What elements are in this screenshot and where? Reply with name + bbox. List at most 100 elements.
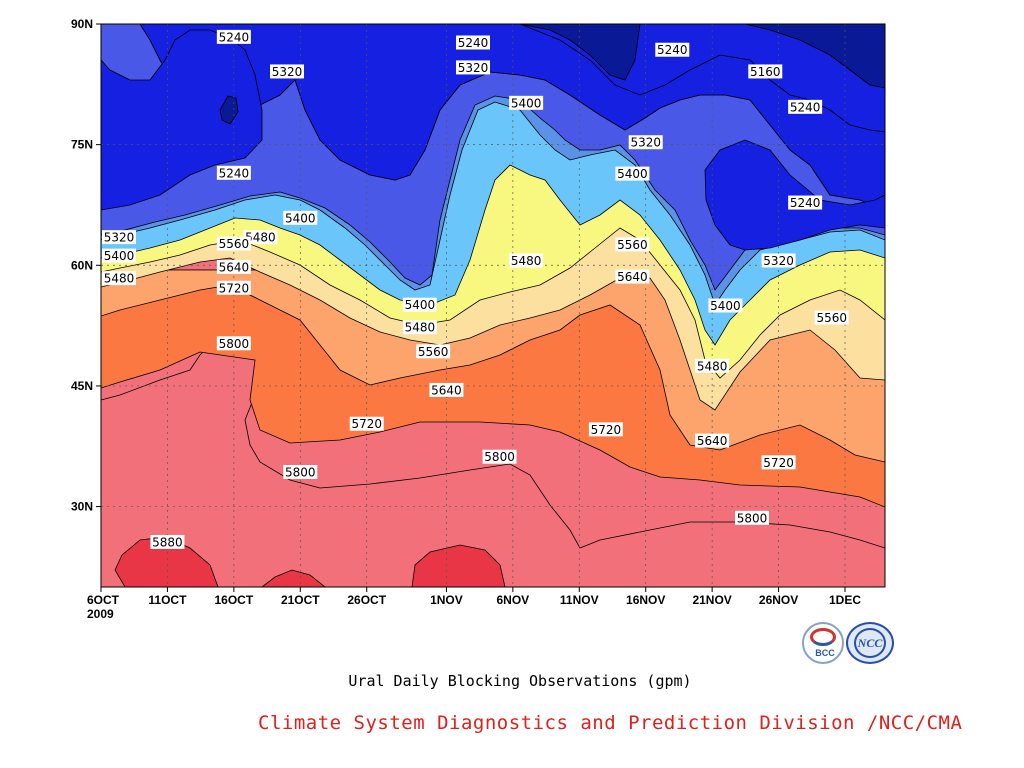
x-tick-label: 6NOV xyxy=(497,593,530,607)
x-tick-label: 26NOV xyxy=(759,593,798,607)
contour-label: 5800 xyxy=(482,449,517,464)
contour-field xyxy=(101,24,885,587)
ncc-logo: NCC xyxy=(846,622,894,664)
contour-label: 5480 xyxy=(402,320,437,335)
x-tick-label: 21NOV xyxy=(692,593,731,607)
x-axis: 6OCT 11OCT 16OCT 21OCT 26OCT 1NOV 6NOV 11NOV 16N… xyxy=(87,587,861,621)
contour-label: 5720 xyxy=(761,455,796,470)
svg-text:5480: 5480 xyxy=(511,254,542,268)
x-tick-label: 21OCT xyxy=(281,593,320,607)
contour-label: 5320 xyxy=(761,253,796,268)
svg-text:5560: 5560 xyxy=(418,345,449,359)
x-tick-label: 16NOV xyxy=(626,593,665,607)
svg-text:5800: 5800 xyxy=(484,450,515,464)
y-tick-label: 90N xyxy=(71,17,93,31)
svg-text:5720: 5720 xyxy=(591,423,622,437)
x-tick-label: 16OCT xyxy=(215,593,254,607)
svg-text:5400: 5400 xyxy=(710,299,741,313)
contour-label: 5320 xyxy=(628,135,663,150)
svg-text:5800: 5800 xyxy=(285,465,316,479)
y-axis: 30N 45N 60N 75N 90N xyxy=(71,17,101,514)
band-5160-5240-lobe xyxy=(101,29,263,211)
x-tick-label: 11OCT xyxy=(148,593,187,607)
svg-text:5240: 5240 xyxy=(657,43,688,57)
contour-chart: 30N 45N 60N 75N 90N 6OCT 11OCT 16OCT 21OCT 26OCT… xyxy=(71,17,886,621)
band-5880-spot-a xyxy=(114,536,219,587)
contour-label: 5800 xyxy=(735,510,769,525)
svg-text:5320: 5320 xyxy=(104,231,135,245)
bcc-logo-text: BCC xyxy=(815,648,835,658)
contour-label: 5800 xyxy=(283,464,318,479)
contour-label: 5640 xyxy=(615,269,650,284)
contour-label: 5400 xyxy=(102,248,136,263)
contour-label: 5560 xyxy=(216,236,251,251)
x-tick-label: 26OCT xyxy=(347,593,386,607)
contour-label: 5240 xyxy=(456,35,490,50)
y-tick-label: 30N xyxy=(71,500,93,514)
svg-text:5560: 5560 xyxy=(617,238,648,252)
contour-label: 5640 xyxy=(695,433,730,448)
svg-text:5240: 5240 xyxy=(219,30,250,44)
contour-label: 5400 xyxy=(615,166,650,181)
contour-label: 5720 xyxy=(216,280,251,295)
contour-label: 5800 xyxy=(216,336,251,351)
svg-text:5640: 5640 xyxy=(431,383,462,397)
contour-label: 5240 xyxy=(788,195,823,210)
svg-text:5720: 5720 xyxy=(219,281,250,295)
contour-labels: 5240 5240 5240 5320 5320 5160 5240 5400 5320 5240… xyxy=(102,29,849,549)
contour-label: 5160 xyxy=(748,64,783,79)
contour-label: 5560 xyxy=(814,310,849,325)
svg-text:5720: 5720 xyxy=(763,456,794,470)
svg-text:5560: 5560 xyxy=(219,237,250,251)
svg-text:5240: 5240 xyxy=(790,100,821,114)
svg-text:5400: 5400 xyxy=(511,96,542,110)
svg-text:5480: 5480 xyxy=(697,359,728,373)
contour-label: 5720 xyxy=(349,416,384,431)
svg-text:5640: 5640 xyxy=(617,270,648,284)
contour-label: 5640 xyxy=(216,259,251,274)
contour-label: 5400 xyxy=(402,297,437,312)
svg-text:5560: 5560 xyxy=(816,311,847,325)
contour-label: 5240 xyxy=(216,29,251,44)
ncc-logo-text: NCC xyxy=(857,636,883,650)
x-tick-label: 1DEC xyxy=(829,593,861,607)
band-5160-5240-pocket xyxy=(704,139,885,251)
svg-text:5640: 5640 xyxy=(219,260,250,274)
svg-text:5400: 5400 xyxy=(104,249,135,263)
svg-text:5640: 5640 xyxy=(697,434,728,448)
contour-label: 5240 xyxy=(788,99,823,114)
svg-text:5880: 5880 xyxy=(152,535,183,549)
credit-footer: Climate System Diagnostics and Predictio… xyxy=(258,712,963,734)
band-5880-spot-c xyxy=(411,544,506,587)
svg-text:5160: 5160 xyxy=(750,65,781,79)
contour-label: 5880 xyxy=(150,534,185,549)
svg-text:5240: 5240 xyxy=(219,166,250,180)
svg-text:5480: 5480 xyxy=(245,231,276,245)
contour-label: 5400 xyxy=(509,95,544,110)
bcc-emblem-icon xyxy=(810,628,836,646)
svg-text:5320: 5320 xyxy=(458,61,489,75)
contour-label: 5480 xyxy=(695,358,730,373)
x-tick-label: 6OCT xyxy=(87,593,120,607)
plot-frame xyxy=(100,23,886,588)
band-5880-spot-b xyxy=(261,569,326,587)
bcc-logo: BCC xyxy=(802,622,844,664)
contour-label: 5480 xyxy=(243,230,278,245)
svg-text:5320: 5320 xyxy=(272,65,303,79)
band-below-5160-north xyxy=(519,24,885,89)
svg-text:5480: 5480 xyxy=(104,272,135,286)
contour-label: 5720 xyxy=(588,422,623,437)
contour-label: 5400 xyxy=(708,298,743,313)
svg-text:5400: 5400 xyxy=(405,298,436,312)
contour-label: 5320 xyxy=(102,230,136,245)
chart-caption: Ural Daily Blocking Observations (gpm) xyxy=(348,672,692,690)
svg-text:5720: 5720 xyxy=(351,417,382,431)
contour-label: 5560 xyxy=(615,237,650,252)
contour-label: 5320 xyxy=(270,64,304,79)
svg-text:5320: 5320 xyxy=(763,254,794,268)
x-tick-label: 1NOV xyxy=(430,593,463,607)
x-year-label: 2009 xyxy=(87,607,114,621)
svg-text:5480: 5480 xyxy=(405,321,436,335)
contour-label: 5320 xyxy=(456,60,490,75)
contour-label: 5480 xyxy=(509,253,544,268)
